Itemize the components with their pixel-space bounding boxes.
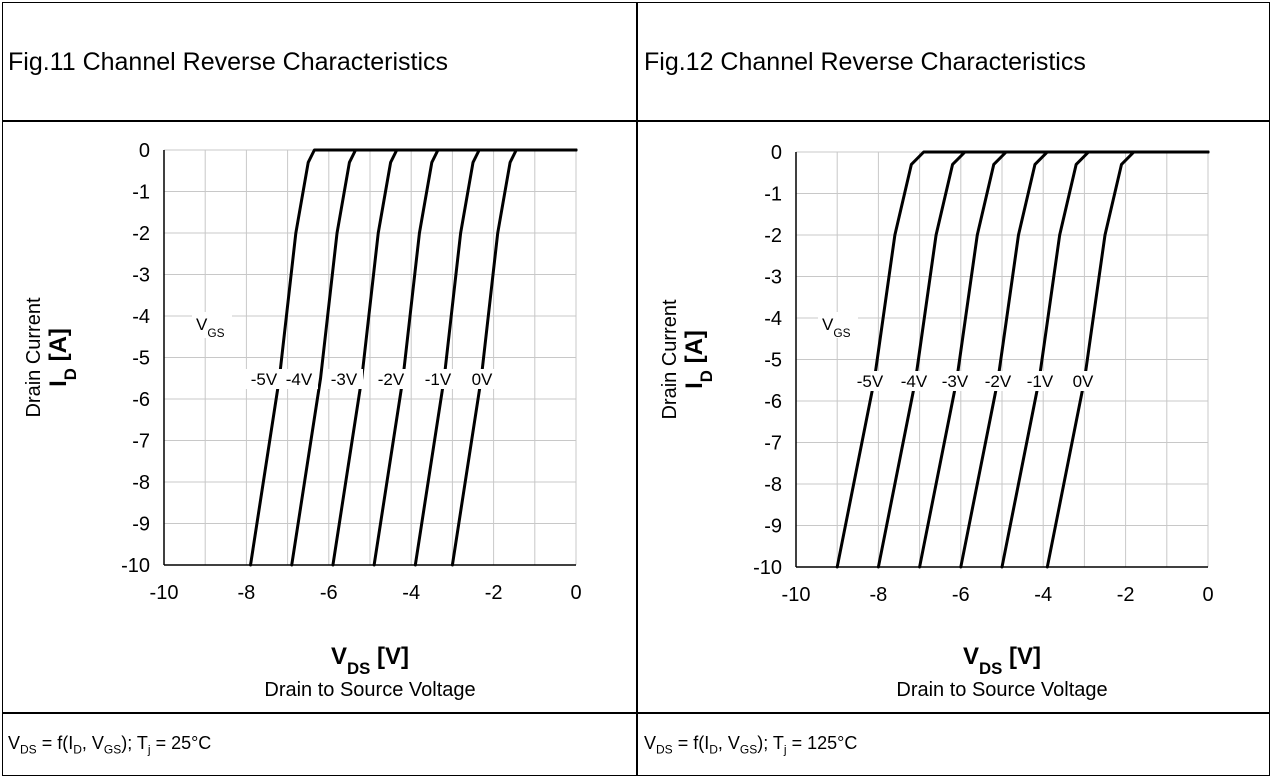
fig12-y-tick-label: 0	[771, 142, 782, 164]
fig11-legend-title-bg	[192, 312, 232, 338]
fig11-series-label-bg	[325, 369, 363, 389]
fig12-series-label-bg	[1069, 371, 1097, 391]
fig11-y-tick-label: -2	[132, 223, 150, 245]
fig12-y-tick-label: -3	[764, 267, 782, 289]
fig11-series-m3V	[331, 148, 578, 567]
fig12-series-0V	[1045, 150, 1210, 569]
fig12-series-label-bg	[895, 371, 933, 391]
fig12-series-m1V	[1000, 150, 1210, 569]
fig11-condition: VDS = f(ID, VGS); Tj = 25°C	[8, 733, 212, 757]
fig12-y-axis-label: ID [A]	[681, 330, 716, 389]
fig11-series-label: -5V	[251, 370, 278, 389]
fig11-x-tick-label: 0	[570, 582, 581, 604]
fig12-series-label: -3V	[942, 372, 969, 391]
fig12-series-label-bg	[936, 371, 974, 391]
fig11-x-tick-label: -4	[402, 582, 420, 604]
fig12-x-tick-label: -4	[1034, 584, 1052, 606]
fig11-y-axis-desc: Drain Current	[23, 297, 45, 417]
fig11-x-axis-desc: Drain to Source Voltage	[264, 679, 475, 701]
fig11-y-axis-label: ID [A]	[45, 328, 80, 387]
fig11-series-label: -4V	[286, 370, 313, 389]
fig11-series-label: -1V	[425, 370, 452, 389]
fig12-legend-title-bg	[818, 312, 858, 338]
fig11-series-label-bg	[468, 369, 496, 389]
fig12-y-tick-label: -10	[753, 557, 782, 579]
fig11-chart: 0 -1 -2 -3 -4 -5 -6 -7 -8 -9 -10-10 -8 -6 -4 -2 0 -5V -4V…	[23, 140, 582, 701]
fig12-series-label-bg	[1021, 371, 1059, 391]
fig12-x-tick-label: -6	[952, 584, 970, 606]
fig11-series-0V	[450, 148, 578, 567]
fig12-series-label-bg	[979, 371, 1017, 391]
fig11-series-m2V	[372, 148, 578, 567]
fig12-x-axis-desc: Drain to Source Voltage	[896, 679, 1107, 701]
footer-divider	[2, 712, 1270, 714]
fig11-y-tick-label: -8	[132, 472, 150, 494]
fig12-series-m3V	[918, 150, 1210, 569]
fig11-series-label: 0V	[472, 370, 493, 389]
fig11-y-tick-label: -7	[132, 431, 150, 453]
fig11-series-m4V	[290, 148, 578, 567]
fig11-y-tick-label: -10	[121, 555, 150, 577]
fig12-y-tick-label: -4	[764, 308, 782, 330]
fig12-title: Fig.12 Channel Reverse Characteristics	[644, 48, 1086, 76]
fig12-series-label: -1V	[1027, 372, 1054, 391]
fig11-legend-title: VGS	[196, 315, 225, 340]
fig11-y-tick-label: -3	[132, 265, 150, 287]
fig12-y-tick-label: -9	[764, 516, 782, 538]
fig11-y-tick-label: -9	[132, 514, 150, 536]
fig12-y-axis-desc: Drain Current	[659, 299, 681, 419]
fig11-x-tick-label: -2	[485, 582, 503, 604]
fig11-y-tick-label: -1	[132, 182, 150, 204]
fig12-legend-title: VGS	[822, 315, 851, 340]
fig12-y-tick-label: -7	[764, 433, 782, 455]
fig11-series-label-bg	[372, 369, 410, 389]
fig11-x-tick-label: -8	[238, 582, 256, 604]
fig11-series-label-bg	[419, 369, 457, 389]
fig12-chart: 0 -1 -2 -3 -4 -5 -6 -7 -8 -9 -10-10 -8 -6 -4 -2 0 -5V -4V…	[659, 142, 1214, 701]
fig11-x-tick-label: -10	[150, 582, 179, 604]
fig12-series-label: -4V	[901, 372, 928, 391]
fig11-x-tick-label: -6	[320, 582, 338, 604]
fig11-series-m1V	[413, 148, 578, 567]
fig12-x-axis-label: VDS [V]	[963, 643, 1041, 678]
fig12-condition: VDS = f(ID, VGS); Tj = 125°C	[644, 733, 858, 757]
fig12-y-tick-label: -6	[764, 391, 782, 413]
header-divider	[2, 120, 1270, 122]
fig12-series-m2V	[959, 150, 1210, 569]
fig11-title: Fig.11 Channel Reverse Characteristics	[8, 48, 449, 76]
fig12-x-tick-label: -8	[870, 584, 888, 606]
fig11-series-label: -3V	[331, 370, 358, 389]
fig12-series-label: 0V	[1073, 372, 1094, 391]
fig11-series-label-bg	[280, 369, 318, 389]
fig12-y-tick-label: -2	[764, 225, 782, 247]
fig11-y-tick-label: -4	[132, 306, 150, 328]
fig12-x-tick-label: -10	[782, 584, 811, 606]
fig12-y-tick-label: -1	[764, 184, 782, 206]
fig12-x-tick-label: 0	[1202, 584, 1213, 606]
fig12-series-label: -2V	[985, 372, 1012, 391]
fig12-x-tick-label: -2	[1117, 584, 1135, 606]
fig12-y-tick-label: -8	[764, 474, 782, 496]
fig12-series-label-bg	[851, 371, 889, 391]
fig12-y-tick-label: -5	[764, 350, 782, 372]
fig11-series-label-bg	[245, 369, 283, 389]
fig11-y-tick-label: 0	[139, 140, 150, 162]
fig11-x-axis-label: VDS [V]	[331, 643, 409, 678]
column-divider	[636, 2, 638, 776]
fig11-y-tick-label: -5	[132, 348, 150, 370]
fig11-series-label: -2V	[378, 370, 405, 389]
fig12-series-label: -5V	[857, 372, 884, 391]
fig11-y-tick-label: -6	[132, 389, 150, 411]
